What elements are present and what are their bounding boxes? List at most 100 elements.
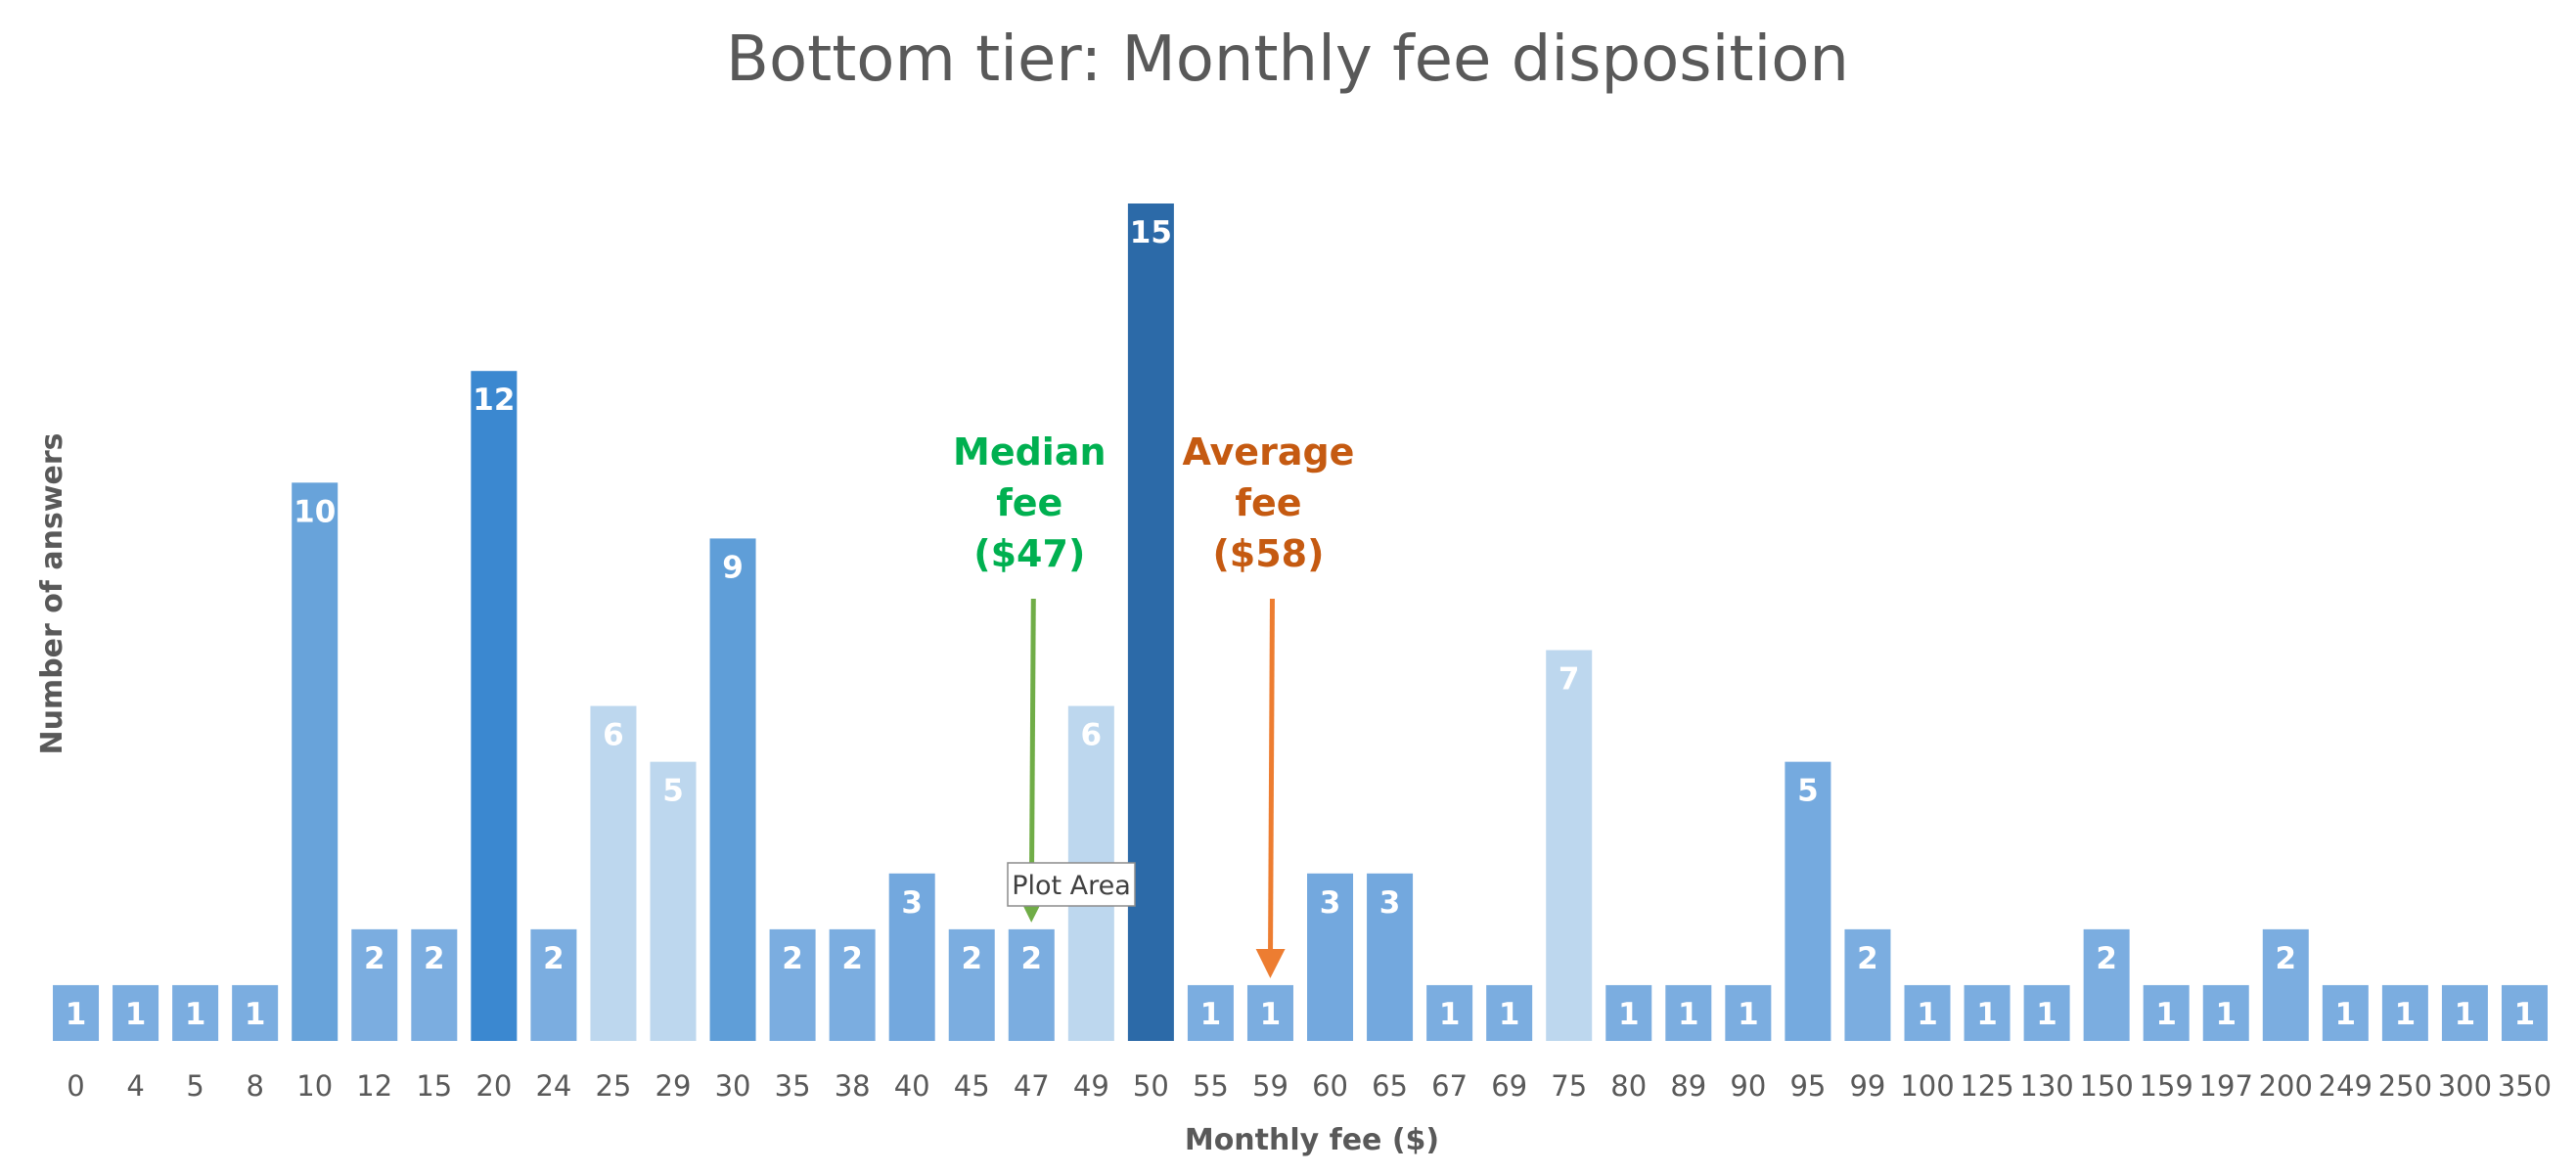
bar	[1127, 203, 1174, 1041]
bar	[2023, 984, 2070, 1041]
x-tick-labels: 0 4 5 8 10 12 15 20 24 25 29 30 35 38 40 45 47 49 50 55 59 60…	[67, 1069, 2552, 1103]
bar	[1426, 984, 1473, 1041]
x-tick-label: 100	[1900, 1069, 1954, 1103]
x-tick-label: 35	[775, 1069, 811, 1103]
data-label: 1	[1678, 997, 1699, 1032]
data-label: 6	[1081, 718, 1103, 753]
data-label: 1	[1260, 997, 1282, 1032]
x-tick-label: 5	[186, 1069, 203, 1103]
chart-title: Bottom tier: Monthly fee disposition	[726, 23, 1849, 96]
x-tick-label: 50	[1133, 1069, 1169, 1103]
data-label: 2	[2096, 941, 2117, 976]
x-tick-label: 130	[2019, 1069, 2073, 1103]
data-label: 2	[961, 941, 982, 976]
bar	[172, 984, 219, 1041]
annotation-arrow	[1017, 598, 1047, 923]
bar	[1904, 984, 1951, 1041]
x-tick-label: 99	[1849, 1069, 1885, 1103]
x-tick-label: 8	[246, 1069, 263, 1103]
data-label: 1	[1200, 997, 1222, 1032]
x-tick-label: 0	[67, 1069, 84, 1103]
x-tick-label: 10	[296, 1069, 333, 1103]
x-tick-label: 59	[1252, 1069, 1288, 1103]
data-label: 1	[66, 997, 87, 1032]
annotation-text: fee	[1235, 481, 1301, 524]
data-label: 3	[901, 885, 923, 921]
x-tick-label: 67	[1431, 1069, 1468, 1103]
bar	[2143, 984, 2190, 1041]
x-tick-label: 150	[2079, 1069, 2133, 1103]
bar	[411, 928, 458, 1041]
x-axis-title: Monthly fee ($)	[1185, 1123, 1439, 1157]
bar	[2202, 984, 2249, 1041]
x-tick-label: 30	[715, 1069, 751, 1103]
x-tick-label: 49	[1073, 1069, 1109, 1103]
x-tick-label: 20	[475, 1069, 512, 1103]
x-tick-label: 159	[2140, 1069, 2193, 1103]
bar	[888, 873, 935, 1041]
x-tick-label: 350	[2498, 1069, 2552, 1103]
bar	[1785, 761, 1831, 1041]
annotation-arrow	[1255, 598, 1286, 978]
data-label: 9	[722, 550, 744, 585]
data-label: 1	[125, 997, 147, 1032]
data-label: 10	[294, 494, 336, 529]
x-tick-label: 29	[655, 1069, 692, 1103]
x-tick-label: 15	[416, 1069, 452, 1103]
annotation-text: ($58)	[1212, 532, 1324, 575]
bar	[2501, 984, 2548, 1041]
data-label: 2	[364, 941, 385, 976]
data-label: 5	[1797, 774, 1819, 809]
data-label: 2	[1020, 941, 1042, 976]
bar	[709, 538, 756, 1041]
annotation: Median fee ($47)	[953, 430, 1107, 923]
x-tick-label: 38	[835, 1069, 871, 1103]
data-label: 1	[1976, 997, 1998, 1032]
data-label: 1	[1738, 997, 1759, 1032]
annotation-text: fee	[996, 481, 1062, 524]
bar	[53, 984, 100, 1041]
x-tick-label: 69	[1491, 1069, 1527, 1103]
bar	[2322, 984, 2369, 1041]
bar	[1246, 984, 1293, 1041]
x-tick-label: 65	[1372, 1069, 1408, 1103]
bar	[1008, 928, 1055, 1041]
bar	[1665, 984, 1712, 1041]
data-label: 1	[2455, 997, 2476, 1032]
x-tick-label: 4	[126, 1069, 144, 1103]
bar	[948, 928, 995, 1041]
bar	[292, 482, 339, 1041]
bars	[53, 203, 2548, 1041]
data-label: 1	[185, 997, 206, 1032]
data-label: 1	[2155, 997, 2177, 1032]
data-label: 1	[2395, 997, 2417, 1032]
bar	[1187, 984, 1234, 1041]
annotation: Average fee ($58)	[1182, 430, 1354, 978]
bar	[113, 984, 159, 1041]
x-tick-label: 40	[894, 1069, 930, 1103]
bar	[650, 761, 697, 1041]
bar	[1844, 928, 1891, 1041]
x-tick-label: 55	[1193, 1069, 1229, 1103]
y-axis-title: Number of answers	[35, 432, 69, 754]
bar	[2381, 984, 2428, 1041]
x-tick-label: 47	[1014, 1069, 1050, 1103]
bar	[2441, 984, 2488, 1041]
x-tick-label: 45	[954, 1069, 990, 1103]
x-tick-label: 12	[356, 1069, 392, 1103]
x-tick-label: 250	[2378, 1069, 2432, 1103]
x-tick-label: 200	[2259, 1069, 2313, 1103]
x-tick-label: 24	[535, 1069, 571, 1103]
data-label: 5	[662, 774, 684, 809]
x-tick-label: 60	[1312, 1069, 1348, 1103]
bar	[530, 928, 577, 1041]
data-label: 2	[2275, 941, 2296, 976]
x-tick-label: 300	[2438, 1069, 2492, 1103]
x-tick-label: 90	[1730, 1069, 1766, 1103]
data-label: 3	[1320, 885, 1341, 921]
bar	[1725, 984, 1772, 1041]
data-label: 1	[2335, 997, 2357, 1032]
bar	[1486, 984, 1533, 1041]
